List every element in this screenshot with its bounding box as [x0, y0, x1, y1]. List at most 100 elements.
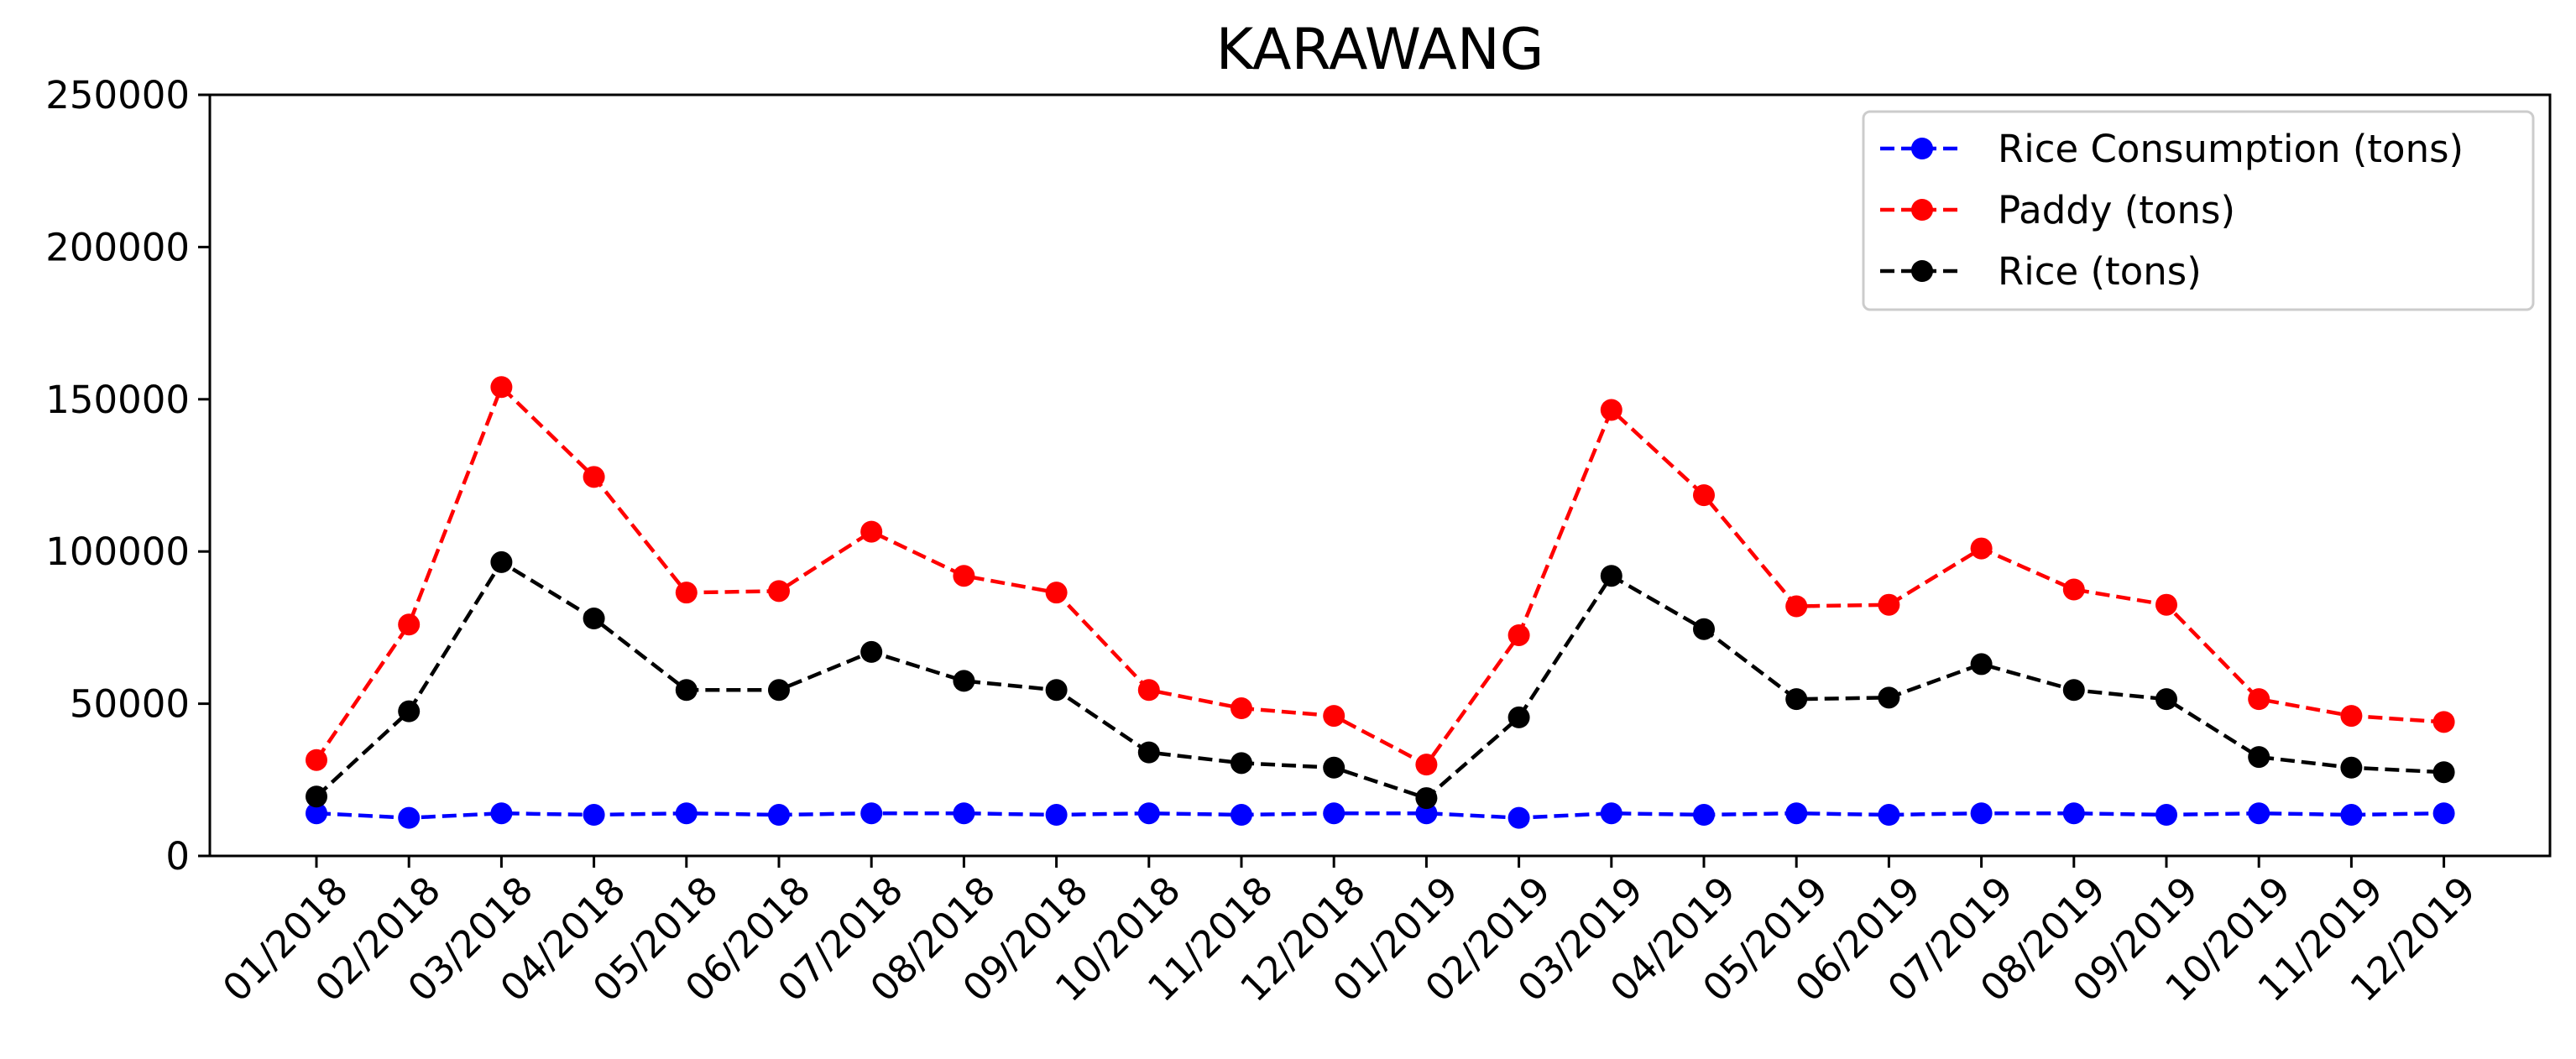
plot-frame: [208, 93, 2552, 858]
data-point: [2248, 688, 2270, 711]
data-point: [306, 785, 327, 808]
chart-title: KARAWANG: [1216, 17, 1544, 83]
y-tick-label: 200000: [45, 225, 190, 269]
legend: Rice Consumption (tons) Paddy (tons) Rice …: [1862, 110, 2535, 311]
data-point: [1693, 804, 1715, 827]
data-point: [398, 613, 421, 636]
data-point: [2248, 802, 2270, 825]
data-point: [1045, 679, 1068, 702]
data-point: [583, 608, 605, 630]
data-point: [1231, 697, 1252, 720]
data-point: [2155, 804, 2177, 827]
data-point: [2340, 756, 2363, 779]
data-point: [2432, 761, 2455, 784]
data-point: [1137, 679, 1160, 702]
data-point: [1693, 484, 1715, 507]
data-point: [1323, 802, 1345, 825]
legend-label: Rice (tons): [1998, 249, 2202, 294]
data-point: [1600, 802, 1622, 825]
data-point: [2062, 578, 2085, 601]
data-point: [1693, 618, 1715, 640]
data-point: [2248, 746, 2270, 769]
data-point: [2062, 802, 2085, 825]
data-point: [583, 804, 605, 827]
data-point: [1600, 399, 1622, 421]
data-point: [1415, 787, 1438, 810]
data-point: [1323, 705, 1345, 728]
legend-item: Paddy (tons): [1880, 188, 2235, 232]
legend-label: Rice Consumption (tons): [1998, 127, 2464, 171]
data-point: [675, 802, 698, 825]
data-point: [1785, 688, 1808, 711]
series-1: [306, 376, 2455, 776]
data-point: [1785, 595, 1808, 618]
data-point: [2432, 802, 2455, 825]
data-point: [860, 520, 883, 543]
legend-marker: [1911, 260, 1933, 282]
legend-item: Rice Consumption (tons): [1880, 127, 2464, 171]
data-point: [398, 700, 421, 723]
data-point: [398, 806, 421, 829]
series-layer: [306, 376, 2455, 829]
data-point: [675, 679, 698, 702]
data-point: [675, 582, 698, 604]
data-point: [490, 376, 513, 399]
data-point: [2155, 688, 2177, 711]
data-point: [1785, 802, 1808, 825]
data-point: [1970, 802, 1993, 825]
legend-marker: [1911, 138, 1933, 159]
y-tick-label: 100000: [45, 530, 190, 574]
data-point: [1878, 686, 1900, 709]
data-point: [1878, 593, 1900, 616]
data-point: [860, 802, 883, 825]
data-point: [1415, 802, 1438, 825]
data-point: [953, 565, 975, 587]
data-point: [2432, 711, 2455, 733]
data-point: [490, 550, 513, 573]
data-point: [1970, 537, 1993, 560]
y-tick-label: 150000: [45, 378, 190, 422]
data-point: [1323, 756, 1345, 779]
data-point: [1045, 804, 1068, 827]
data-point: [1231, 752, 1252, 775]
data-point: [490, 802, 513, 825]
data-point: [306, 802, 327, 825]
data-point: [1137, 802, 1160, 825]
data-point: [1507, 706, 1530, 728]
data-point: [860, 640, 883, 663]
series-line: [316, 811, 2444, 820]
y-axis: 0 50000 100000 150000 200000 250000: [45, 73, 210, 879]
legend-label: Paddy (tons): [1998, 188, 2235, 232]
y-tick-label: 0: [165, 834, 190, 879]
data-point: [2340, 705, 2363, 728]
data-point: [768, 679, 790, 702]
data-point: [768, 804, 790, 827]
data-point: [1137, 741, 1160, 764]
data-point: [2062, 679, 2085, 702]
data-point: [2340, 804, 2363, 827]
data-point: [1415, 754, 1438, 776]
data-point: [1600, 565, 1622, 587]
data-point: [768, 580, 790, 603]
legend-item: Rice (tons): [1880, 249, 2202, 294]
y-tick-label: 250000: [45, 73, 190, 117]
data-point: [1970, 653, 1993, 676]
data-point: [1231, 804, 1252, 827]
legend-box: [1862, 110, 2535, 311]
series-2: [306, 550, 2455, 810]
data-point: [2155, 593, 2177, 616]
data-point: [953, 670, 975, 692]
data-point: [1507, 623, 1530, 646]
data-point: [1878, 804, 1900, 827]
y-tick-label: 50000: [70, 682, 190, 727]
data-point: [953, 802, 975, 825]
data-point: [1045, 582, 1068, 604]
series-0: [306, 802, 2455, 829]
data-point: [306, 749, 327, 771]
data-point: [1507, 806, 1530, 829]
data-point: [583, 466, 605, 488]
legend-marker: [1911, 199, 1933, 221]
series-line: [315, 559, 2444, 801]
